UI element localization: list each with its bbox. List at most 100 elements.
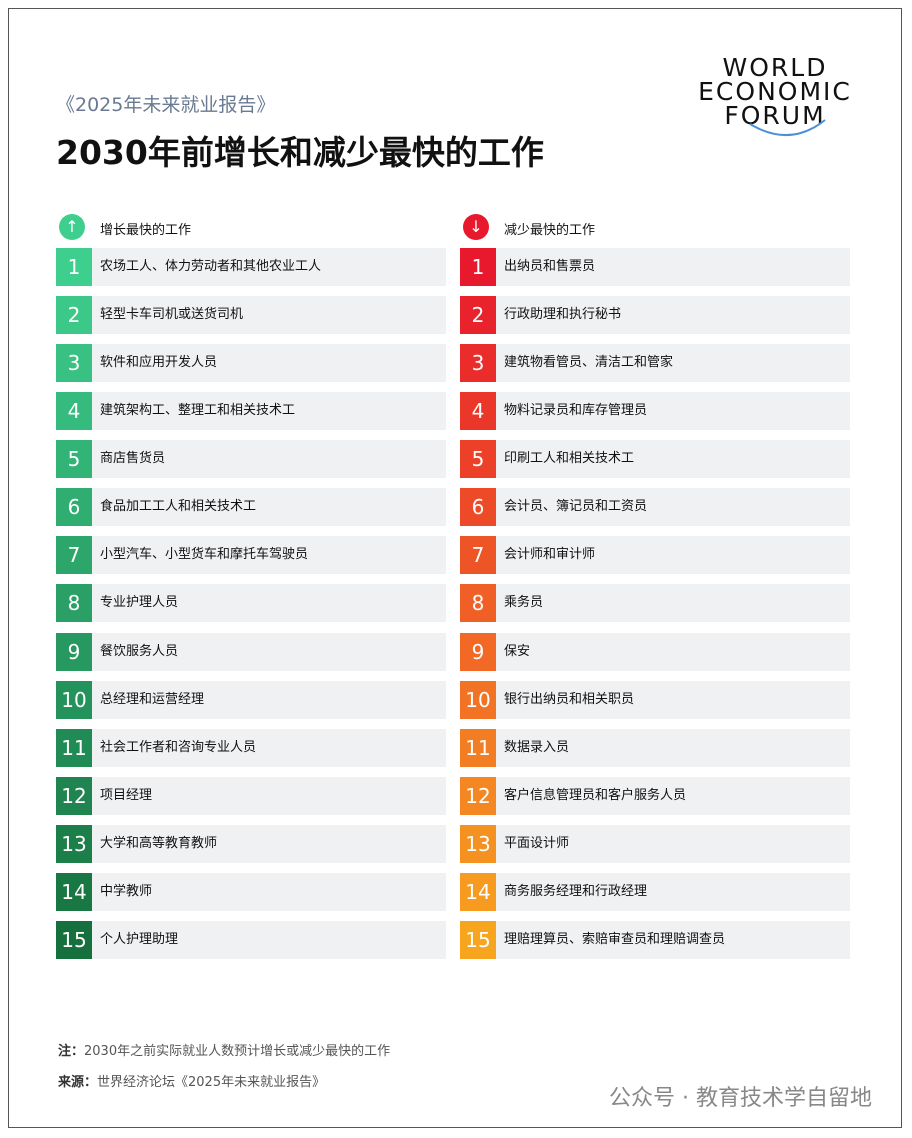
job-label: 中学教师 [100, 883, 153, 899]
rank: 10 [460, 680, 496, 719]
watermark: 公众号 · 教育技术学自留地 [609, 1086, 872, 1111]
job-label: 商务服务经理和行政经理 [504, 883, 648, 899]
note-label: 注： [58, 1044, 85, 1059]
logo-arc [749, 119, 826, 136]
job-row: 6 会计员、簿记员和工资员 [460, 488, 850, 527]
column-heading: 减少最快的工作 [504, 223, 596, 238]
job-label: 农场工人、体力劳动者和其他农业工人 [100, 259, 322, 274]
job-row: 3 建筑物看管员、清洁工和管家 [460, 344, 850, 383]
rank: 15 [460, 920, 496, 959]
job-label: 食品加工工人和相关技术工 [100, 499, 257, 515]
job-row: 8 专业护理人员 [56, 584, 446, 623]
rank: 1 [56, 248, 92, 286]
title: 2030年前增长和减少最快的工作 [56, 133, 544, 172]
rank: 10 [56, 680, 92, 719]
job-label: 理赔理算员、索赔审查员和理赔调查员 [504, 931, 726, 947]
source: 来源：世界经济论坛《2025年未来就业报告》 [58, 1071, 325, 1090]
rank: 4 [56, 392, 92, 431]
job-row: 4 物料记录员和库存管理员 [460, 392, 850, 431]
job-label: 数据录入员 [504, 739, 570, 755]
job-row: 9 餐饮服务人员 [56, 632, 446, 671]
job-row: 10 银行出纳员和相关职员 [460, 680, 850, 719]
rank: 1 [460, 248, 496, 286]
job-row: 10 总经理和运营经理 [56, 680, 446, 719]
rank: 5 [460, 440, 496, 479]
rank: 9 [56, 632, 92, 671]
rank: 5 [56, 440, 92, 479]
heading-icon: ↑ [59, 214, 85, 240]
job-row: 3 软件和应用开发人员 [56, 344, 446, 383]
rank: 3 [460, 344, 496, 383]
job-label: 轻型卡车司机或送货司机 [100, 307, 244, 323]
rank: 15 [56, 920, 92, 959]
job-label: 小型汽车、小型货车和摩托车驾驶员 [100, 547, 309, 563]
note-text: 2030年之前实际就业人数预计增长或减少最快的工作 [84, 1044, 391, 1059]
job-label: 物料记录员和库存管理员 [504, 403, 648, 419]
job-row: 5 印刷工人和相关技术工 [460, 440, 850, 479]
source-text: 世界经济论坛《2025年未来就业报告》 [97, 1075, 326, 1090]
job-label: 大学和高等教育教师 [100, 835, 218, 851]
rank: 8 [56, 584, 92, 623]
rank: 14 [56, 872, 92, 911]
job-label: 软件和应用开发人员 [100, 355, 218, 371]
job-label: 出纳员和售票员 [504, 259, 596, 274]
job-row: 7 小型汽车、小型货车和摩托车驾驶员 [56, 536, 446, 575]
rank: 11 [56, 728, 92, 767]
job-label: 项目经理 [100, 787, 153, 803]
rank: 3 [56, 344, 92, 383]
rank: 7 [460, 536, 496, 575]
job-row: 5 商店售货员 [56, 440, 446, 479]
rank: 2 [56, 296, 92, 335]
rank: 7 [56, 536, 92, 575]
heading-icon: ↓ [463, 214, 489, 240]
job-label: 乘务员 [504, 595, 544, 611]
job-row: 15 理赔理算员、索赔审查员和理赔调查员 [460, 920, 850, 959]
job-row: 9 保安 [460, 632, 850, 671]
job-row: 12 客户信息管理员和客户服务人员 [460, 776, 850, 815]
frame [8, 8, 902, 1128]
job-row: 1 出纳员和售票员 [460, 248, 850, 286]
rank: 13 [460, 824, 496, 863]
job-row: 11 社会工作者和咨询专业人员 [56, 728, 446, 767]
rank: 4 [460, 392, 496, 431]
rank: 6 [460, 488, 496, 527]
job-row: 14 商务服务经理和行政经理 [460, 872, 850, 911]
logo-line: FORUM [724, 101, 826, 130]
source-label: 来源： [58, 1075, 98, 1090]
job-row: 2 行政助理和执行秘书 [460, 296, 850, 335]
job-label: 会计师和审计师 [504, 547, 596, 563]
job-label: 印刷工人和相关技术工 [504, 451, 635, 467]
job-row: 1 农场工人、体力劳动者和其他农业工人 [56, 248, 446, 286]
job-label: 社会工作者和咨询专业人员 [100, 739, 257, 755]
rank: 12 [56, 776, 92, 815]
job-row: 11 数据录入员 [460, 728, 850, 767]
rank: 14 [460, 872, 496, 911]
logo-line: WORLD [722, 53, 828, 82]
logo: WORLD ECONOMIC FORUM [690, 53, 860, 136]
job-label: 客户信息管理员和客户服务人员 [504, 787, 687, 803]
rank: 2 [460, 296, 496, 335]
job-label: 行政助理和执行秘书 [504, 307, 622, 323]
note: 注：2030年之前实际就业人数预计增长或减少最快的工作 [58, 1040, 390, 1059]
job-label: 商店售货员 [100, 451, 166, 467]
job-label: 建筑物看管员、清洁工和管家 [504, 355, 674, 371]
rank: 13 [56, 824, 92, 863]
job-label: 专业护理人员 [100, 595, 179, 611]
job-row: 4 建筑架构工、整理工和相关技术工 [56, 392, 446, 431]
column-heading: 增长最快的工作 [100, 223, 192, 238]
job-row: 2 轻型卡车司机或送货司机 [56, 296, 446, 335]
job-label: 银行出纳员和相关职员 [504, 691, 635, 707]
job-row: 6 食品加工工人和相关技术工 [56, 488, 446, 527]
job-label: 个人护理助理 [100, 931, 179, 947]
job-label: 会计员、簿记员和工资员 [504, 499, 648, 515]
rank: 8 [460, 584, 496, 623]
rank: 6 [56, 488, 92, 527]
subtitle: 《2025年未来就业报告》 [56, 94, 276, 116]
job-row: 14 中学教师 [56, 872, 446, 911]
job-row: 13 大学和高等教育教师 [56, 824, 446, 863]
job-row: 8 乘务员 [460, 584, 850, 623]
rank: 9 [460, 632, 496, 671]
logo-line: ECONOMIC [698, 77, 852, 106]
job-row: 12 项目经理 [56, 776, 446, 815]
